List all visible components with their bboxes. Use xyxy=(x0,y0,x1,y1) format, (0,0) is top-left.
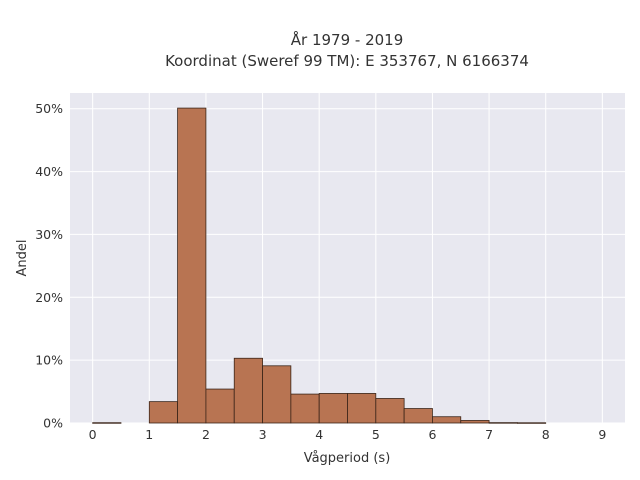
x-tick-label: 0 xyxy=(89,427,97,442)
y-tick-label: 20% xyxy=(35,290,63,305)
x-tick-label: 7 xyxy=(485,427,493,442)
x-tick-label: 1 xyxy=(145,427,153,442)
histogram-bar xyxy=(347,393,377,424)
histogram-bar xyxy=(205,388,235,424)
x-axis-label: Vågperiod (s) xyxy=(304,451,391,466)
histogram-bar xyxy=(432,416,462,424)
x-tick-label: 9 xyxy=(598,427,606,442)
x-axis-ticks: 0 1 2 3 4 5 6 7 8 9 xyxy=(89,427,607,442)
histogram-bar xyxy=(290,393,320,424)
y-axis-label: Andel xyxy=(15,240,30,277)
y-axis-ticks: 0% 10% 20% 30% 40% 50% xyxy=(35,101,63,430)
histogram-bar xyxy=(375,398,405,424)
histogram-bar xyxy=(262,365,292,424)
y-tick-label: 50% xyxy=(35,101,63,116)
y-tick-label: 0% xyxy=(43,416,63,431)
histogram-bar xyxy=(488,422,518,424)
y-tick-label: 40% xyxy=(35,164,63,179)
histogram-bar xyxy=(148,401,179,424)
histogram-bar xyxy=(403,408,433,424)
y-tick-label: 10% xyxy=(35,353,63,368)
histogram-bar xyxy=(92,422,122,424)
chart-subtitle: Koordinat (Sweref 99 TM): E 353767, N 61… xyxy=(165,52,529,70)
bars xyxy=(92,107,547,424)
histogram-bar xyxy=(318,393,348,424)
chart-title: År 1979 - 2019 xyxy=(291,30,404,49)
x-tick-label: 6 xyxy=(428,427,436,442)
y-tick-label: 30% xyxy=(35,227,63,242)
x-tick-label: 4 xyxy=(315,427,323,442)
plot-area xyxy=(70,93,625,423)
histogram-bar xyxy=(516,422,547,424)
histogram-bar xyxy=(233,357,263,424)
x-tick-label: 8 xyxy=(542,427,550,442)
x-tick-label: 2 xyxy=(202,427,210,442)
x-tick-label: 5 xyxy=(372,427,380,442)
histogram-bar xyxy=(177,107,207,424)
x-tick-label: 3 xyxy=(259,427,267,442)
histogram-bar xyxy=(460,420,490,424)
